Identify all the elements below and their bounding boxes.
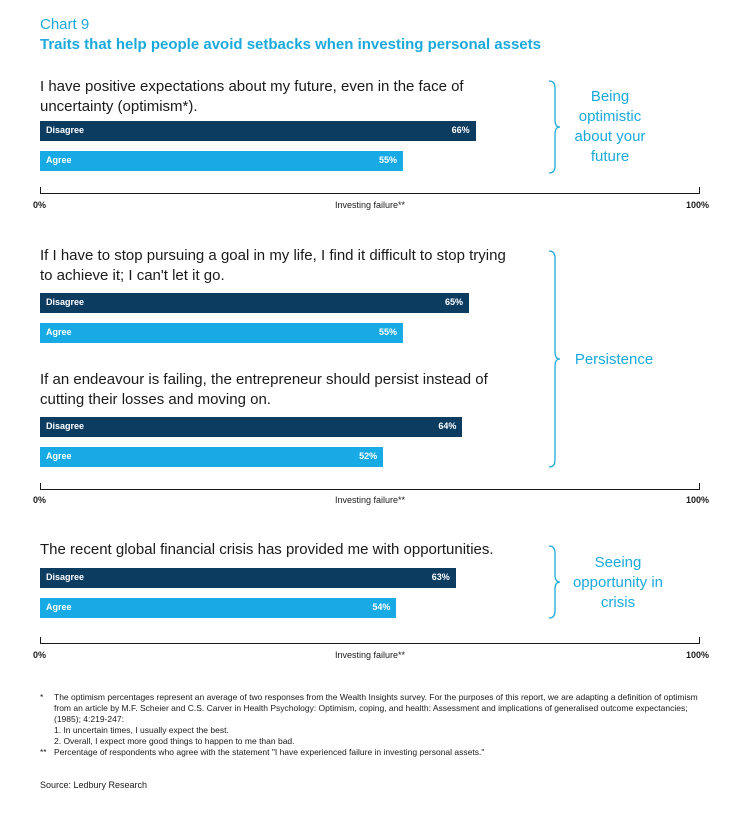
question-text: The recent global financial crisis has p…	[40, 541, 494, 558]
x-axis-line	[40, 193, 700, 194]
section-brace	[548, 250, 561, 468]
bar-series-label: Agree	[46, 327, 72, 337]
section-brace	[548, 80, 561, 174]
x-tick-label-100: 100%	[686, 650, 710, 660]
bar-value-label: 63%	[431, 572, 450, 582]
footnote-investing-failure: Percentage of respondents who agree with…	[54, 747, 485, 757]
section-brace	[548, 545, 561, 619]
bar-value-label: 52%	[359, 451, 378, 461]
footnote-marker: *	[40, 692, 44, 702]
x-axis-line	[40, 489, 700, 490]
footnotes: * The optimism percentages represent an …	[40, 692, 700, 758]
bar-value-label: 66%	[451, 125, 470, 135]
bar-series-label: Disagree	[46, 421, 85, 431]
bar-series-label: Agree	[46, 155, 72, 165]
bar-series-label: Agree	[46, 451, 72, 461]
bar-agree: Agree 55%	[40, 151, 403, 171]
footnote-item: 2. Overall, I expect more good things to…	[54, 736, 295, 746]
bar-value-label: 54%	[372, 602, 391, 612]
bar-value-label: 64%	[438, 421, 457, 431]
trait-label-optimism: Being optimistic about your future	[574, 88, 646, 165]
x-axis-label: Investing failure**	[334, 200, 406, 210]
bar-agree: Agree 55%	[40, 323, 403, 343]
trait-label-opportunity: Seeing opportunity in crisis	[572, 554, 664, 611]
bar-series-label: Disagree	[46, 125, 85, 135]
bar-value-label: 55%	[378, 155, 397, 165]
x-axis-tick	[40, 637, 41, 644]
question-text: If an endeavour is failing, the entrepre…	[40, 371, 488, 408]
x-axis-tick	[699, 483, 700, 490]
x-axis-tick	[699, 637, 700, 644]
x-axis-tick	[699, 187, 700, 194]
x-axis-line	[40, 643, 700, 644]
bar-disagree: Disagree 63%	[40, 568, 456, 588]
chart-title: Traits that help people avoid setbacks w…	[40, 36, 541, 53]
x-tick-label-100: 100%	[686, 200, 710, 210]
footnote-optimism: The optimism percentages represent an av…	[54, 692, 698, 724]
bar-disagree: Disagree 65%	[40, 293, 469, 313]
x-axis-tick	[40, 187, 41, 194]
x-tick-label-0: 0%	[33, 200, 47, 210]
question-text: If I have to stop pursuing a goal in my …	[40, 247, 506, 284]
bar-value-label: 55%	[378, 327, 397, 337]
bar-agree: Agree 54%	[40, 598, 397, 618]
x-axis-tick	[40, 483, 41, 490]
bar-disagree: Disagree 64%	[40, 417, 463, 437]
chart-number: Chart 9	[40, 16, 90, 33]
x-tick-label-100: 100%	[686, 495, 710, 505]
source-note: Source: Ledbury Research	[40, 780, 148, 790]
x-tick-label-0: 0%	[33, 495, 47, 505]
question-text: I have positive expectations about my fu…	[40, 78, 464, 115]
bar-value-label: 65%	[444, 297, 463, 307]
bar-series-label: Disagree	[46, 572, 85, 582]
footnote-item: 1. In uncertain times, I usually expect …	[54, 725, 229, 735]
bar-series-label: Disagree	[46, 297, 85, 307]
x-axis-label: Investing failure**	[334, 650, 406, 660]
x-axis-label: Investing failure**	[334, 495, 406, 505]
bar-disagree: Disagree 66%	[40, 121, 476, 141]
x-tick-label-0: 0%	[33, 650, 47, 660]
bar-series-label: Agree	[46, 602, 72, 612]
trait-label-persistence: Persistence	[574, 351, 654, 368]
footnote-marker: **	[40, 747, 47, 757]
bar-agree: Agree 52%	[40, 447, 384, 467]
